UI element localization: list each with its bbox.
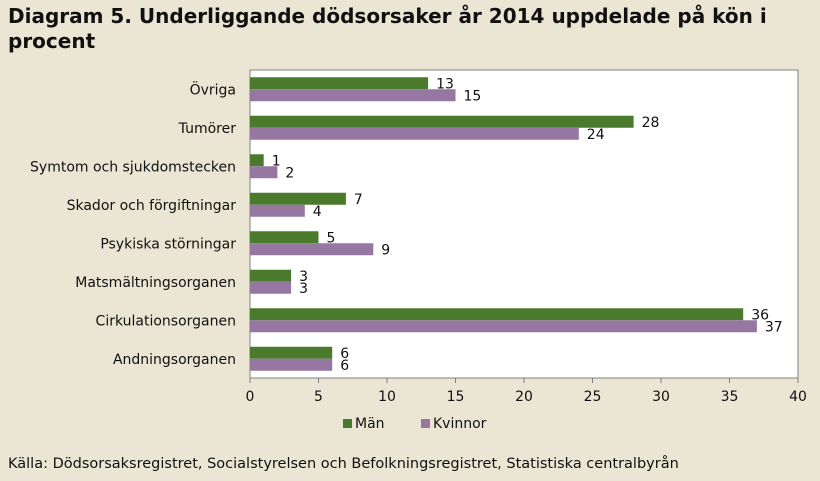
bars-group [250, 77, 757, 371]
chart-title: Diagram 5. Underliggande dödsorsaker år … [8, 4, 767, 53]
bar-man [250, 115, 634, 128]
data-label: 37 [765, 319, 783, 335]
bar-man [250, 77, 429, 90]
bar-man [250, 192, 346, 205]
x-tick-label: 5 [314, 389, 323, 405]
legend-label: Kvinnor [433, 416, 487, 432]
data-label: 24 [587, 127, 605, 143]
legend-swatch [421, 419, 430, 428]
bar-kvinnor [250, 89, 456, 102]
x-tick-label: 15 [447, 389, 465, 405]
x-tick-label: 0 [246, 389, 255, 405]
bar-man [250, 154, 264, 167]
category-label: Symtom och sjukdomstecken [30, 159, 236, 175]
x-tick-label: 25 [584, 389, 602, 405]
legend: Män Kvinnor [343, 416, 487, 432]
legend-swatch [343, 419, 352, 428]
bar-man [250, 308, 744, 321]
data-label: 1 [272, 153, 281, 169]
bar-man [250, 346, 333, 359]
data-label: 4 [313, 204, 322, 220]
data-label: 3 [299, 269, 308, 285]
category-label: Tumörer [178, 121, 237, 137]
x-tick-label: 35 [721, 389, 739, 405]
category-label: Matsmältningsorganen [75, 275, 236, 291]
category-label: Övriga [190, 80, 236, 98]
x-tick-label: 30 [652, 389, 670, 405]
bar-kvinnor [250, 281, 292, 294]
data-label: 2 [285, 165, 294, 181]
data-label: 6 [340, 358, 349, 374]
data-label: 6 [340, 346, 349, 362]
x-axis-ticks-group: 0 5 10 15 20 25 30 35 40 [246, 378, 807, 405]
data-label: 15 [464, 88, 482, 104]
bar-kvinnor [250, 358, 333, 371]
source-note: Källa: Dödsorsaksregistret, Socialstyrel… [8, 456, 679, 472]
bar-man [250, 269, 292, 282]
legend-label: Män [355, 416, 385, 432]
data-label: 28 [642, 115, 660, 131]
bar-kvinnor [250, 320, 757, 333]
data-label: 9 [381, 242, 390, 258]
x-tick-label: 10 [378, 389, 396, 405]
category-labels-group: Övriga Tumörer Symtom och sjukdomstecken Sk… [30, 80, 236, 368]
bar-kvinnor [250, 166, 278, 179]
bar-man [250, 231, 319, 244]
category-label: Andningsorganen [113, 352, 236, 368]
data-label: 13 [436, 76, 454, 92]
x-tick-label: 40 [789, 389, 807, 405]
category-label: Psykiska störningar [100, 236, 236, 252]
bar-kvinnor [250, 204, 305, 217]
category-label: Skador och förgiftningar [67, 198, 237, 214]
category-label: Cirkulationsorganen [96, 313, 236, 329]
data-label: 5 [327, 230, 336, 246]
bar-kvinnor [250, 243, 374, 256]
data-label: 36 [751, 307, 769, 323]
data-label: 7 [354, 192, 363, 208]
x-tick-label: 20 [515, 389, 533, 405]
data-label: 3 [299, 281, 308, 297]
bar-kvinnor [250, 127, 579, 140]
